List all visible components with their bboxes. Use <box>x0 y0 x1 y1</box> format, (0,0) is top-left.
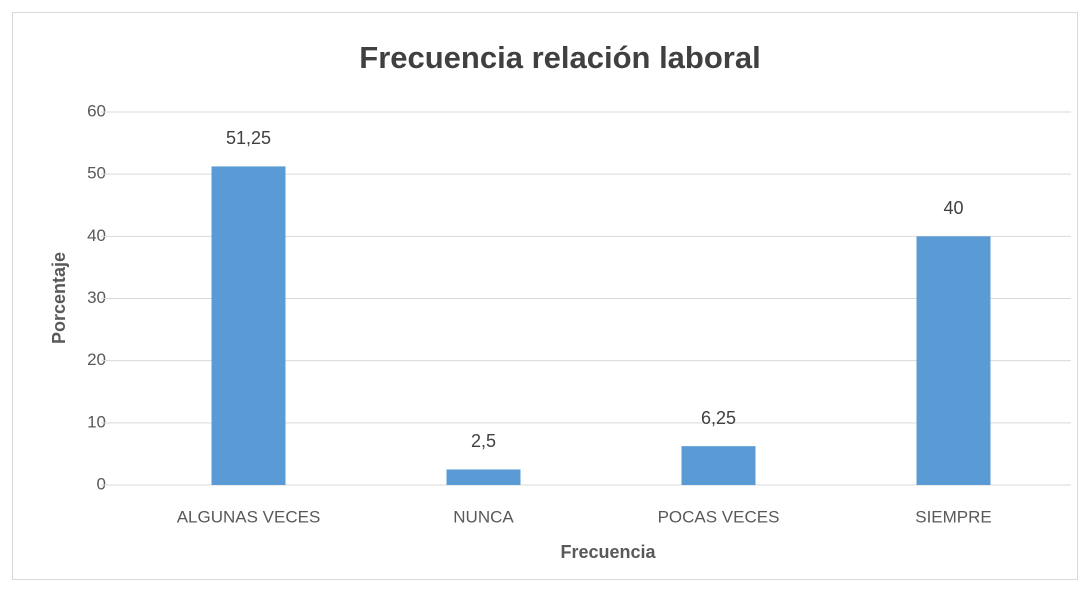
y-tick-label: 50 <box>87 164 106 183</box>
x-tick-label: NUNCA <box>453 507 514 526</box>
x-tick-label: POCAS VECES <box>658 507 780 526</box>
x-axis-title: Frecuencia <box>560 542 656 562</box>
bar <box>916 236 991 485</box>
data-label: 40 <box>943 198 963 218</box>
y-axis-title: Porcentaje <box>49 252 69 344</box>
x-tick-label: SIEMPRE <box>915 507 992 526</box>
y-tick-label: 20 <box>87 350 106 369</box>
x-tick-label: ALGUNAS VECES <box>177 507 321 526</box>
bar <box>211 166 286 486</box>
y-tick-label: 10 <box>87 412 106 431</box>
data-label: 6,25 <box>701 408 736 428</box>
y-tick-label: 30 <box>87 288 106 307</box>
bar <box>681 446 756 485</box>
y-tick-label: 40 <box>87 226 106 245</box>
y-tick-label: 60 <box>87 101 106 120</box>
data-label: 51,25 <box>226 128 271 148</box>
bar <box>446 469 521 485</box>
data-label: 2,5 <box>471 431 496 451</box>
chart-title: Frecuencia relación laboral <box>359 40 760 75</box>
y-tick-label: 0 <box>97 474 106 493</box>
